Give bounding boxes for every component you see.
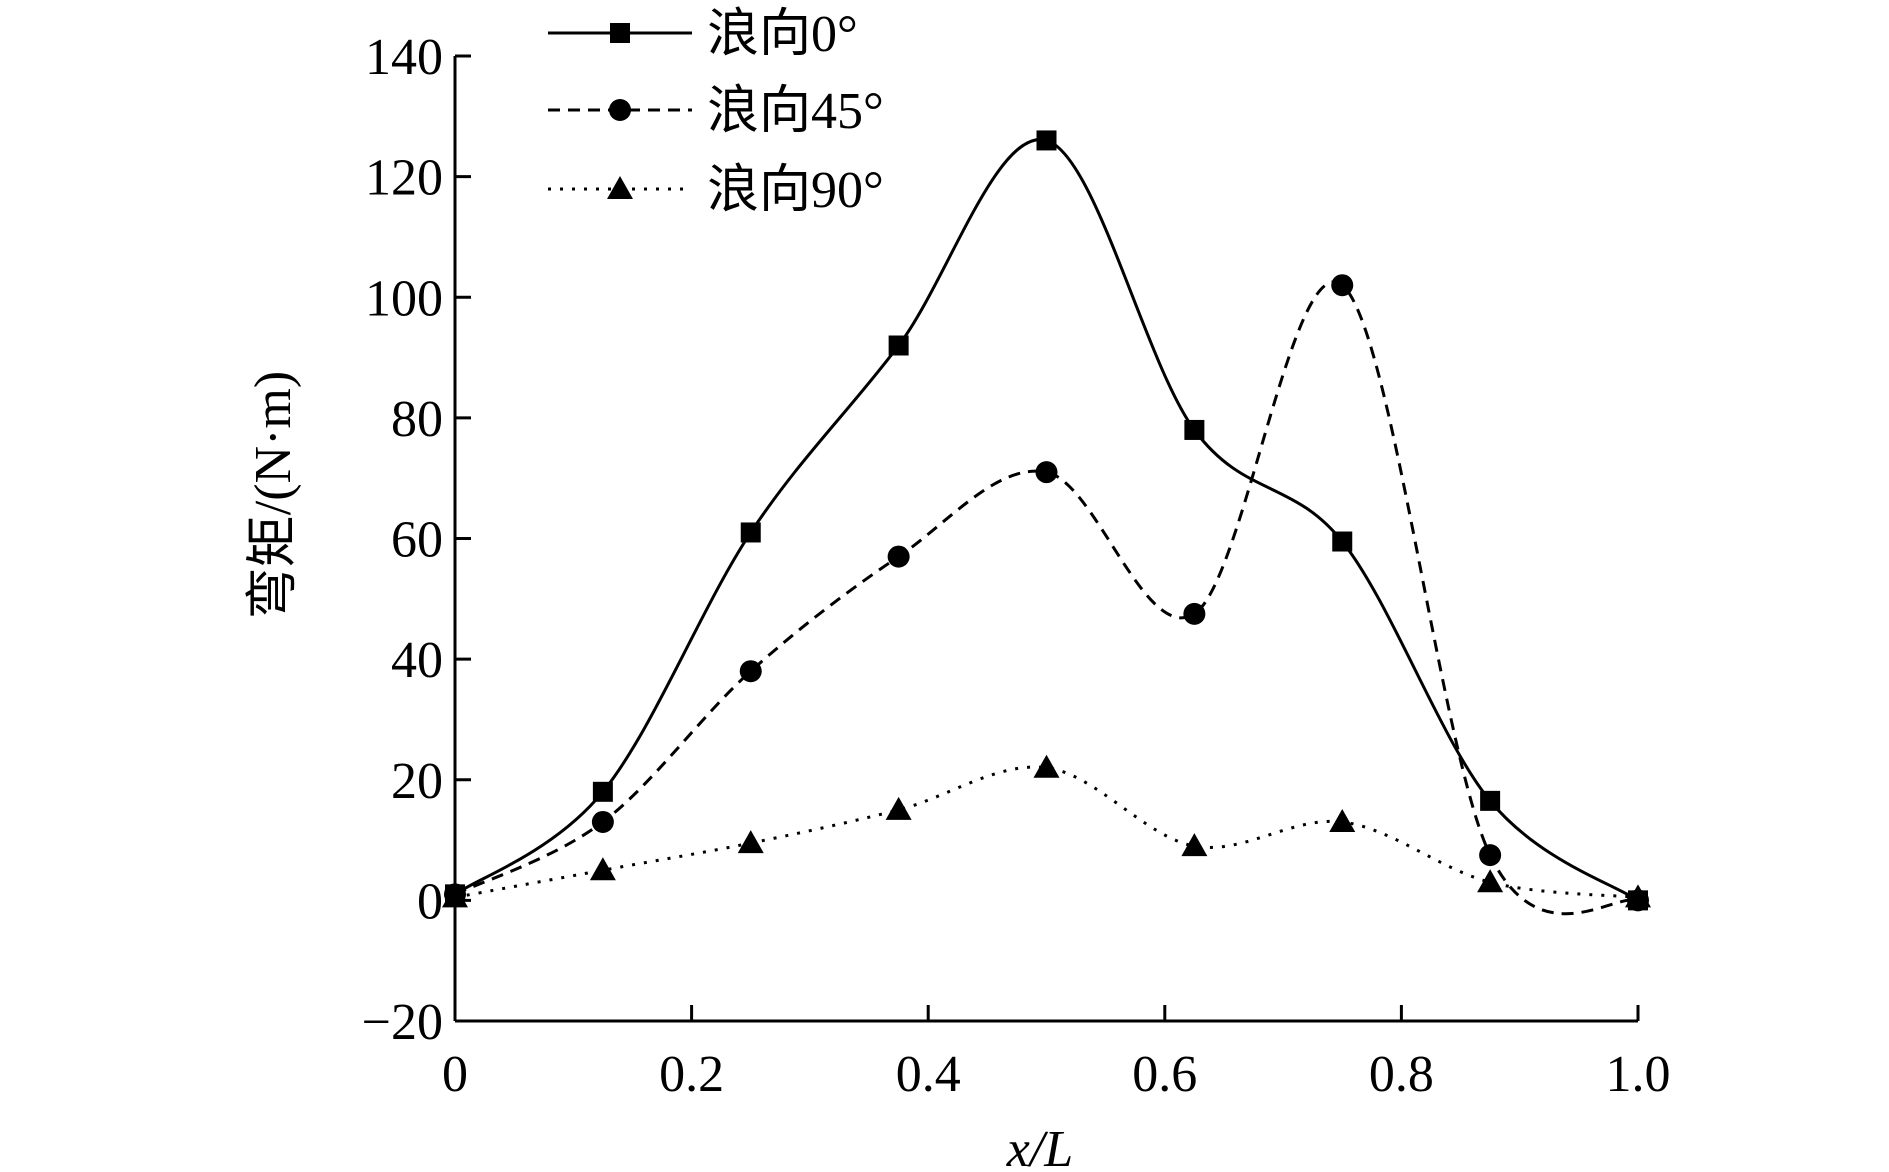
- data-point-square: [1332, 531, 1353, 552]
- data-point-triangle: [1033, 754, 1060, 778]
- legend-item: 浪向0°: [548, 6, 858, 63]
- y-tick-label: 140: [365, 29, 443, 86]
- legend-marker-square: [610, 23, 630, 43]
- y-tick-label: 40: [391, 632, 443, 689]
- data-point-square: [1036, 130, 1057, 151]
- series-square: [445, 130, 1648, 911]
- data-point-triangle: [885, 796, 912, 820]
- y-tick-label: 20: [391, 753, 443, 810]
- y-tick-label: 0: [417, 873, 443, 930]
- data-point-triangle: [1625, 884, 1651, 908]
- x-tick-label: 0.6: [1132, 1046, 1197, 1103]
- data-point-triangle: [1181, 833, 1208, 857]
- x-tick-label: 1.0: [1606, 1046, 1671, 1103]
- series-circle: [444, 274, 1649, 916]
- series-line: [454, 138, 1639, 902]
- data-point-triangle: [442, 884, 468, 908]
- series-line: [454, 280, 1639, 916]
- data-point-circle: [1035, 461, 1058, 484]
- x-tick-label: 0.8: [1369, 1046, 1434, 1103]
- data-point-square: [888, 335, 909, 356]
- series-triangle: [442, 754, 1651, 908]
- y-tick-label: 120: [365, 150, 443, 207]
- data-point-circle: [887, 545, 910, 568]
- y-tick-label: −20: [362, 994, 443, 1051]
- legend-label: 浪向90°: [707, 162, 884, 219]
- data-point-triangle: [589, 857, 616, 881]
- legend-marker-triangle: [607, 176, 633, 199]
- legend: 浪向0° 浪向45° 浪向90°: [548, 6, 884, 219]
- x-tick-label: 0: [442, 1046, 468, 1103]
- series-layer: [442, 130, 1651, 916]
- y-tick-label: 100: [365, 270, 443, 327]
- data-point-square: [740, 522, 761, 543]
- data-point-circle: [1331, 274, 1354, 297]
- data-point-circle: [1183, 602, 1206, 625]
- data-point-square: [1480, 790, 1501, 811]
- data-point-circle: [1479, 844, 1502, 867]
- data-point-square: [1184, 419, 1205, 440]
- series-line: [454, 765, 1639, 899]
- data-point-square: [592, 781, 613, 802]
- legend-label: 浪向45°: [707, 83, 884, 140]
- legend-label: 浪向0°: [707, 6, 858, 63]
- y-axis-title: 弯矩/(N·m): [244, 371, 302, 619]
- data-point-circle: [739, 660, 762, 683]
- x-tick-label: 0.2: [659, 1046, 724, 1103]
- data-point-triangle: [1329, 808, 1356, 832]
- x-tick-label: 0.4: [896, 1046, 961, 1103]
- y-tick-label: 60: [391, 512, 443, 569]
- legend-item: 浪向90°: [548, 162, 884, 219]
- legend-item: 浪向45°: [548, 83, 884, 140]
- data-point-triangle: [1477, 869, 1504, 893]
- y-tick-label: 80: [391, 391, 443, 448]
- x-axis-title: x/L: [1006, 1121, 1073, 1172]
- legend-marker-circle: [609, 99, 631, 121]
- data-point-triangle: [737, 830, 764, 854]
- data-point-circle: [591, 810, 614, 833]
